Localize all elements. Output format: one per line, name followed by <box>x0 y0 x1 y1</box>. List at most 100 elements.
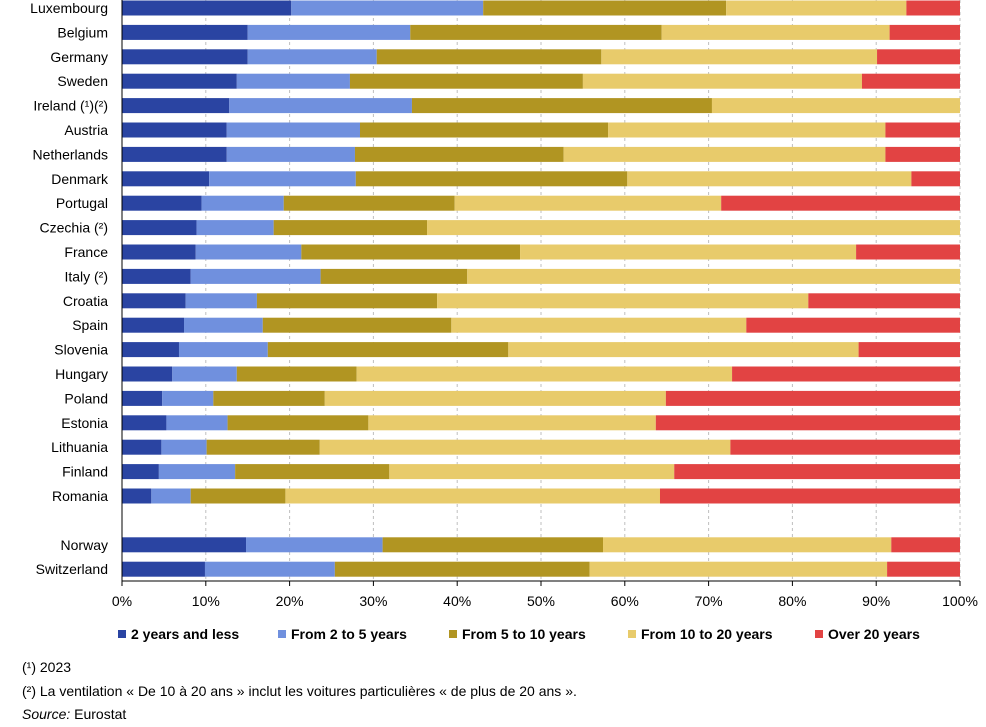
bar-segment <box>122 488 152 504</box>
bar-segment <box>746 317 960 333</box>
category-label: Italy (²) <box>64 268 108 284</box>
bar-segment <box>354 146 564 162</box>
source-value: Eurostat <box>70 706 127 722</box>
bar-segment <box>320 268 468 284</box>
bar-segment <box>589 561 888 577</box>
category-label: Ireland (¹)(²) <box>33 98 108 114</box>
source-line: Source: Eurostat <box>22 703 577 727</box>
bar-segment <box>122 49 248 65</box>
bar-segment <box>356 366 733 382</box>
legend-label: From 10 to 20 years <box>641 626 773 642</box>
bar-segment <box>601 49 878 65</box>
bar-segment <box>508 342 859 358</box>
x-tick-label: 90% <box>862 593 890 609</box>
category-label: Norway <box>61 537 108 553</box>
bar-segment <box>166 415 228 431</box>
bar-segment <box>582 73 862 89</box>
category-label: Slovenia <box>54 342 108 358</box>
bar-segment <box>122 537 247 553</box>
category-label: Lithuania <box>51 439 108 455</box>
bar-segment <box>887 561 960 577</box>
bar-segment <box>389 464 675 480</box>
bar-segment <box>451 317 747 333</box>
bar-segment <box>858 342 960 358</box>
bar-segment <box>213 390 325 406</box>
bar-segment <box>674 464 960 480</box>
bar-segment <box>195 244 302 260</box>
bar-segment <box>172 366 237 382</box>
category-label: Croatia <box>63 293 108 309</box>
bar-segment <box>236 73 350 89</box>
x-tick-label: 20% <box>276 593 304 609</box>
bar-segment <box>808 293 960 309</box>
bar-segment <box>196 220 274 236</box>
bar-segment <box>467 268 960 284</box>
bar-segment <box>355 171 628 187</box>
x-tick-label: 0% <box>112 593 132 609</box>
bar-segment <box>122 24 248 40</box>
bar-segment <box>285 488 660 504</box>
bar-segment <box>856 244 960 260</box>
bar-segment <box>877 49 960 65</box>
bar-segment <box>178 342 268 358</box>
bar-segment <box>122 244 196 260</box>
x-tick-label: 80% <box>778 593 806 609</box>
bar-segment <box>627 171 912 187</box>
category-label: France <box>64 244 108 260</box>
bar-segment <box>427 220 961 236</box>
x-tick-label: 50% <box>527 593 555 609</box>
bar-segment <box>301 244 521 260</box>
legend-swatch <box>628 630 636 638</box>
bar-segment <box>334 561 590 577</box>
bar-segment <box>122 439 162 455</box>
bar-segment <box>891 537 960 553</box>
bar-segment <box>563 146 886 162</box>
legend-label: 2 years and less <box>131 626 239 642</box>
bar-segment <box>161 439 207 455</box>
bar-segment <box>454 195 722 211</box>
bar-segment <box>122 317 185 333</box>
bar-segment <box>122 98 230 114</box>
bar-segment <box>190 268 321 284</box>
category-label: Estonia <box>61 415 108 431</box>
bar-segment <box>201 195 284 211</box>
bar-segment <box>206 439 320 455</box>
legend-label: From 5 to 10 years <box>462 626 586 642</box>
bar-segment <box>122 122 227 138</box>
x-tick-label: 100% <box>942 593 978 609</box>
category-label: Sweden <box>57 73 108 89</box>
category-label: Portugal <box>56 195 108 211</box>
bar-segment <box>229 98 412 114</box>
bar-segment <box>906 0 960 16</box>
category-label: Austria <box>64 122 108 138</box>
bar-segment <box>411 98 712 114</box>
bar-segment <box>711 98 960 114</box>
bar-segment <box>283 195 455 211</box>
legend-label: Over 20 years <box>828 626 920 642</box>
footnotes: (¹) 2023 (²) La ventilation « De 10 à 20… <box>22 656 577 727</box>
bar-segment <box>247 24 411 40</box>
bar-segment <box>520 244 857 260</box>
legend-swatch <box>118 630 126 638</box>
bar-segment <box>122 171 210 187</box>
bar-segment <box>885 146 960 162</box>
bar-segment <box>483 0 727 16</box>
category-label: Belgium <box>57 24 108 40</box>
bar-segment <box>911 171 960 187</box>
bar-segment <box>661 24 890 40</box>
bar-segment <box>122 415 167 431</box>
category-label: Netherlands <box>33 146 109 162</box>
x-tick-label: 60% <box>611 593 639 609</box>
category-label: Switzerland <box>36 561 108 577</box>
bar-segment <box>861 73 960 89</box>
bar-segment <box>247 49 377 65</box>
bar-segment <box>122 390 163 406</box>
bar-segment <box>437 293 809 309</box>
bar-segment <box>324 390 666 406</box>
footnote-2: (²) La ventilation « De 10 à 20 ans » in… <box>22 682 577 699</box>
bar-segment <box>122 146 227 162</box>
bar-segment <box>655 415 960 431</box>
bar-segment <box>359 122 609 138</box>
bar-segment <box>122 220 197 236</box>
bar-segment <box>184 317 263 333</box>
